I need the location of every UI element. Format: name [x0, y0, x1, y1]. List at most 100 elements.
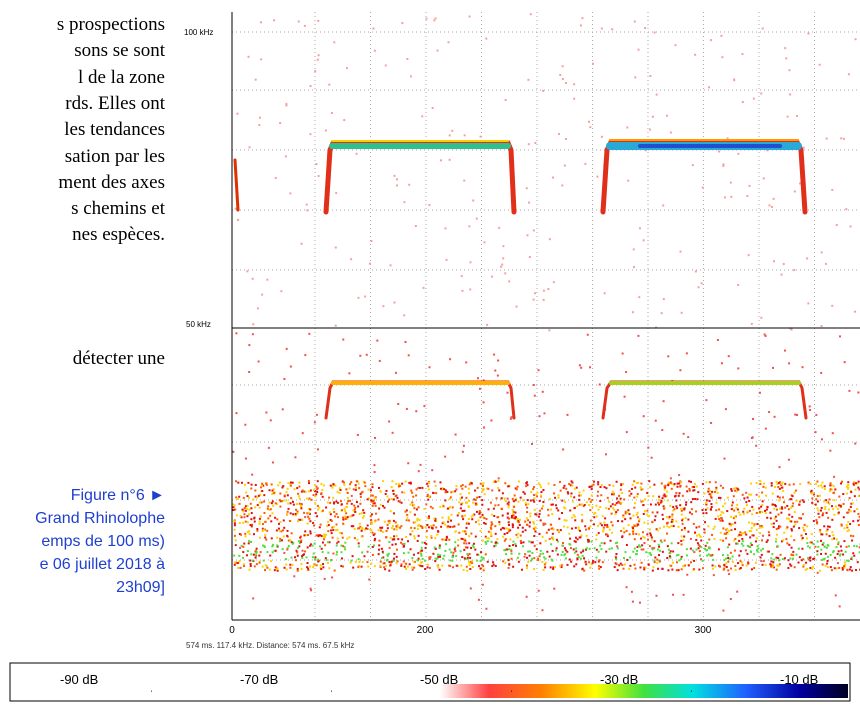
noise-dot: [461, 556, 464, 559]
scale-dot: ˌ: [690, 682, 693, 693]
noise-dot: [332, 483, 335, 486]
noise-dot: [379, 564, 382, 567]
noise-dot: [431, 469, 434, 472]
noise-dot: [685, 352, 688, 355]
noise-dot: [516, 517, 519, 520]
noise-dot: [533, 534, 536, 537]
noise-dot: [403, 314, 406, 317]
noise-dot: [397, 500, 400, 503]
noise-dot: [552, 176, 555, 179]
noise-dot: [497, 359, 500, 362]
noise-dot: [677, 494, 680, 497]
noise-dot: [756, 544, 759, 547]
noise-dot: [790, 528, 793, 531]
noise-dot: [346, 492, 349, 495]
noise-dot: [392, 498, 395, 501]
noise-dot: [533, 497, 536, 500]
noise-dot: [264, 569, 267, 572]
noise-dot: [850, 502, 853, 505]
noise-dot: [563, 525, 566, 528]
noise-dot: [525, 567, 528, 570]
noise-dot: [309, 532, 312, 535]
noise-dot: [272, 504, 275, 507]
noise-dot: [533, 486, 536, 489]
noise-dot: [638, 533, 641, 536]
noise-dot: [539, 483, 542, 486]
noise-dot: [589, 566, 592, 569]
noise-dot: [669, 481, 672, 484]
noise-dot: [270, 502, 273, 505]
noise-dot: [644, 27, 647, 30]
noise-dot: [622, 514, 625, 517]
noise-dot: [283, 551, 286, 554]
noise-dot: [335, 544, 338, 547]
noise-dot: [854, 38, 857, 41]
noise-dot: [518, 523, 521, 526]
noise-dot: [307, 480, 310, 483]
noise-dot: [404, 340, 407, 343]
noise-dot: [858, 551, 860, 554]
noise-dot: [468, 542, 471, 545]
noise-dot: [366, 550, 369, 553]
noise-dot: [289, 502, 292, 505]
noise-dot: [278, 540, 281, 543]
noise-dot: [851, 502, 854, 505]
noise-dot: [396, 524, 399, 527]
noise-dot: [386, 523, 389, 526]
noise-dot: [571, 527, 574, 530]
noise-dot: [278, 481, 281, 484]
noise-dot: [655, 528, 658, 531]
noise-dot: [418, 519, 421, 522]
noise-dot: [241, 508, 244, 511]
noise-dot: [264, 533, 267, 536]
noise-dot: [815, 519, 818, 522]
noise-dot: [309, 489, 312, 492]
noise-dot: [758, 391, 761, 394]
noise-dot: [818, 63, 821, 66]
noise-dot: [354, 506, 357, 509]
noise-dot: [283, 494, 286, 497]
noise-dot: [587, 540, 590, 543]
noise-dot: [770, 482, 773, 485]
noise-dot: [512, 500, 515, 503]
noise-dot: [767, 531, 770, 534]
noise-dot: [482, 516, 485, 519]
noise-dot: [582, 550, 585, 553]
noise-dot: [369, 528, 372, 531]
noise-dot: [335, 513, 338, 516]
noise-dot: [651, 548, 654, 551]
noise-dot: [616, 541, 619, 544]
noise-dot: [325, 533, 328, 536]
noise-dot: [298, 502, 301, 505]
noise-dot: [679, 504, 682, 507]
noise-dot: [504, 98, 507, 101]
noise-dot: [768, 411, 771, 414]
noise-dot: [479, 516, 482, 519]
noise-dot: [562, 448, 565, 451]
noise-dot: [707, 525, 710, 528]
noise-dot: [725, 562, 728, 565]
noise-dot: [813, 557, 816, 560]
noise-dot: [698, 545, 701, 548]
noise-dot: [316, 487, 319, 490]
noise-dot: [664, 486, 667, 489]
noise-dot: [472, 546, 475, 549]
noise-dot: [581, 567, 584, 570]
noise-dot: [553, 483, 556, 486]
noise-dot: [411, 504, 414, 507]
noise-dot: [430, 524, 433, 527]
noise-dot: [258, 536, 261, 539]
noise-dot: [542, 524, 545, 527]
noise-dot: [288, 519, 291, 522]
noise-dot: [670, 482, 673, 485]
noise-dot: [292, 513, 295, 516]
noise-dot: [599, 544, 602, 547]
noise-dot: [821, 533, 824, 536]
noise-dot: [271, 545, 274, 548]
noise-dot: [494, 369, 497, 372]
noise-dot: [437, 553, 440, 556]
noise-dot: [511, 523, 514, 526]
noise-dot: [720, 510, 723, 513]
noise-dot: [469, 567, 472, 570]
noise-dot: [755, 528, 758, 531]
